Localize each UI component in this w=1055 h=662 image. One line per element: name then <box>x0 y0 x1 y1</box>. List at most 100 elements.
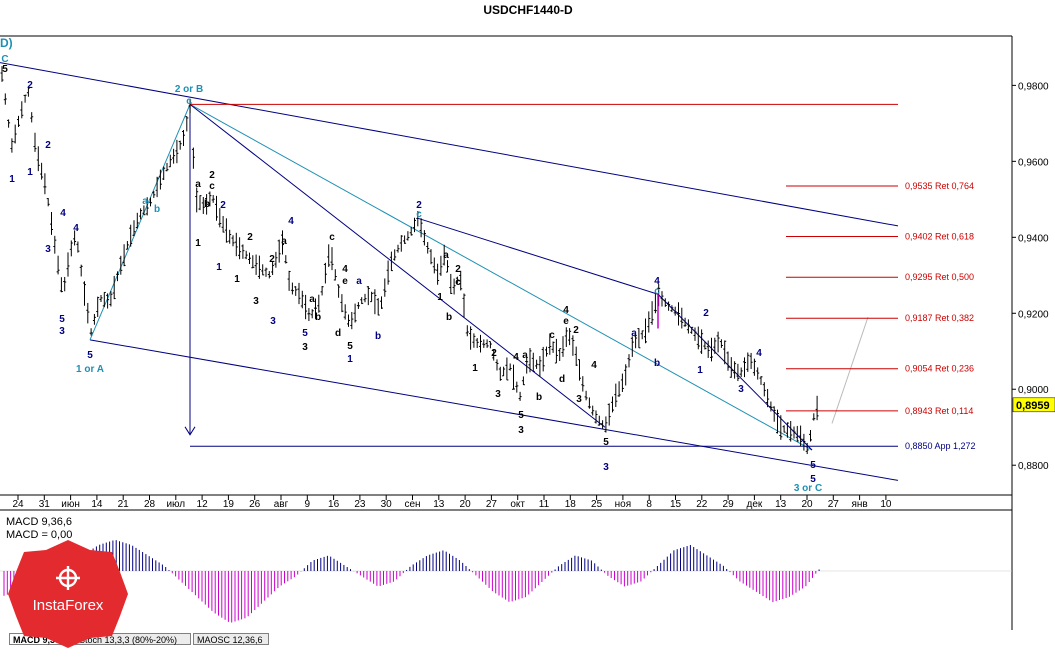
wave-label: 5 <box>810 474 816 485</box>
time-tick-label: 12 <box>197 499 209 510</box>
wave-label: 1 <box>472 363 478 374</box>
time-tick-label: 20 <box>801 499 813 510</box>
wave-label: 5 <box>59 314 65 325</box>
logo-symbol-icon <box>56 566 80 590</box>
wave-label: 3 <box>253 296 259 307</box>
price-tick-label: 0,9400 <box>1018 233 1049 244</box>
time-tick-label: 16 <box>328 499 340 510</box>
time-tick-label: 29 <box>723 499 735 510</box>
time-tick-label: 14 <box>91 499 103 510</box>
wave-label: 3 <box>495 389 501 400</box>
corner-label: D) <box>0 36 13 50</box>
wave-label: 2 <box>220 200 226 211</box>
wave-label: 1 <box>195 238 201 249</box>
time-tick-label: авг <box>274 499 289 510</box>
wave-label: a <box>522 350 528 361</box>
wave-label: 3 <box>738 384 744 395</box>
price-tick-label: 0,9000 <box>1018 385 1049 396</box>
wave-label: 1 <box>27 167 33 178</box>
time-tick-label: янв <box>851 499 867 510</box>
wave-label: 4 <box>342 264 348 275</box>
wave-label: 2 <box>247 232 253 243</box>
wave-label: 4 <box>60 208 66 219</box>
wave-label: c <box>186 96 192 107</box>
price-tick-label: 0,8800 <box>1018 461 1049 472</box>
wave-label: 2 <box>209 170 215 181</box>
wave-label: 3 <box>59 326 65 337</box>
wave-label: 1 <box>216 262 222 273</box>
logo-text: InstaForex <box>33 597 104 614</box>
time-tick-label: ноя <box>615 499 632 510</box>
wave-label: 3 <box>576 394 582 405</box>
current-price-box <box>1012 397 1055 413</box>
time-tick-label: 19 <box>223 499 235 510</box>
indicator-tabs: MACD 9,36,6 Stoch 13,3,3 (80%-20%) MAOSC… <box>0 632 1055 646</box>
wave-label: 3 <box>518 425 524 436</box>
macd-label-1: MACD 9,36,6 <box>6 516 72 528</box>
wave-label: 5 <box>2 64 8 75</box>
wave-label: 4 <box>563 305 569 316</box>
wave-label: 1 <box>9 174 15 185</box>
fib-level-label: 0,9187 Ret 0,382 <box>905 313 974 323</box>
wave-label: 2 <box>455 264 461 275</box>
navy-trend-line-1 <box>189 103 606 428</box>
macd-label-2: MACD = 0,00 <box>6 529 72 541</box>
wave-label: 3 <box>45 244 51 255</box>
wave-label: c <box>549 330 555 341</box>
wave-label: 4 <box>73 223 79 234</box>
wave-label: a <box>631 328 637 339</box>
wave-label: b <box>375 331 381 342</box>
wave-label: e <box>342 276 348 287</box>
wave-label: 5 <box>302 328 308 339</box>
wave-label: d <box>335 328 341 339</box>
fib-level-label: 0,9402 Ret 0,618 <box>905 232 974 242</box>
time-tick-label: 22 <box>696 499 708 510</box>
time-tick-label: 27 <box>828 499 840 510</box>
wave-label: b <box>446 312 452 323</box>
wave-label: 2 <box>416 200 422 211</box>
wave-label: a <box>356 276 362 287</box>
wave-label: b <box>204 199 210 210</box>
arrow-head-icon <box>184 426 196 436</box>
wave-label: b <box>315 312 321 323</box>
navy-trend-line-2 <box>417 217 659 295</box>
wave-label: d <box>559 374 565 385</box>
time-tick-label: 21 <box>118 499 130 510</box>
wave-label: 4 <box>513 352 519 363</box>
app-level-label: 0,8850 App 1,272 <box>905 441 976 451</box>
wave-label: 1 or A <box>76 364 104 375</box>
wave-label: a <box>309 294 315 305</box>
current-price-label: 0,8959 <box>1016 400 1050 412</box>
wave-label: c <box>209 181 215 192</box>
time-tick-label: окт <box>510 499 525 510</box>
wave-label: 5 <box>347 341 353 352</box>
wave-label: 5 <box>810 460 816 471</box>
price-tick-label: 0,9800 <box>1018 81 1049 92</box>
fib-level-label: 0,9535 Ret 0,764 <box>905 181 974 191</box>
wave-label: a <box>281 236 287 247</box>
wave-label: 3 <box>603 462 609 473</box>
wave-label: c <box>455 277 461 288</box>
time-tick-label: 10 <box>880 499 892 510</box>
wave-label: 1 <box>437 292 443 303</box>
wave-label: 3 <box>302 342 308 353</box>
time-tick-label: 28 <box>144 499 156 510</box>
fib-level-label: 0,9054 Ret 0,236 <box>905 364 974 374</box>
wave-label: 3 <box>270 316 276 327</box>
time-tick-label: 15 <box>670 499 682 510</box>
fib-level-label: 0,9295 Ret 0,500 <box>905 272 974 282</box>
time-tick-label: 24 <box>12 499 24 510</box>
wave-label: 2 <box>703 308 709 319</box>
wave-label: 5 <box>603 437 609 448</box>
time-tick-label: 18 <box>565 499 577 510</box>
wave-label: a <box>443 250 449 261</box>
time-tick-label: 30 <box>381 499 393 510</box>
wave-label: b <box>536 392 542 403</box>
wave-label: 1 <box>234 274 240 285</box>
tab-maosc[interactable]: MAOSC 12,36,6 <box>193 633 269 645</box>
wave-label: 4 <box>756 348 762 359</box>
price-tick-label: 0,9600 <box>1018 157 1049 168</box>
time-tick-label: дек <box>747 499 763 510</box>
time-tick-label: 11 <box>539 499 550 510</box>
wave-label: 4 <box>288 216 294 227</box>
